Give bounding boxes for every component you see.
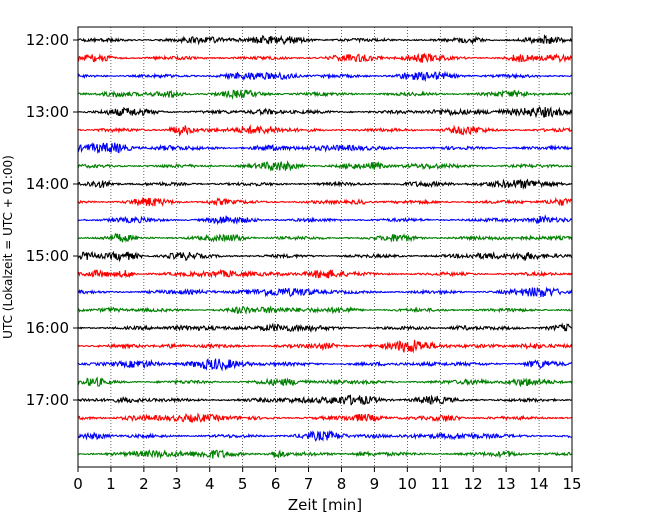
y-tick-label-1: 13:00 xyxy=(26,103,69,121)
x-tick-label-0: 0 xyxy=(73,475,83,493)
x-tick-label-15: 15 xyxy=(562,475,581,493)
x-tick-label-9: 9 xyxy=(370,475,380,493)
trace-12 xyxy=(77,250,573,263)
trace-18 xyxy=(77,357,573,372)
x-tick-label-3: 3 xyxy=(172,475,182,493)
y-tick-label-5: 17:00 xyxy=(26,391,69,409)
x-tick-label-11: 11 xyxy=(431,475,450,493)
y-tick-label-3: 15:00 xyxy=(26,247,69,265)
trace-20 xyxy=(77,394,573,406)
y-tick-label-0: 12:00 xyxy=(26,31,69,49)
x-axis-ticks: 0 1 2 3 4 5 6 7 8 9 10 11 12 13 14 15 xyxy=(73,467,582,493)
trace-group xyxy=(77,33,573,460)
trace-6 xyxy=(77,141,573,155)
trace-22 xyxy=(77,429,573,442)
trace-17 xyxy=(77,339,573,354)
x-tick-label-8: 8 xyxy=(337,475,347,493)
plot-background xyxy=(78,27,572,467)
y-tick-label-4: 16:00 xyxy=(26,319,69,337)
x-tick-label-12: 12 xyxy=(464,475,483,493)
x-gridlines xyxy=(110,27,540,467)
x-tick-label-14: 14 xyxy=(530,475,549,493)
y-axis-label: UTC (Lokalzeit = UTC + 01:00) xyxy=(1,155,15,339)
x-tick-label-6: 6 xyxy=(271,475,281,493)
trace-21 xyxy=(77,412,573,423)
trace-5 xyxy=(77,124,573,137)
trace-1 xyxy=(77,52,573,64)
x-tick-label-7: 7 xyxy=(304,475,314,493)
trace-3 xyxy=(77,89,573,100)
trace-8 xyxy=(77,178,573,190)
x-tick-label-1: 1 xyxy=(106,475,116,493)
y-axis-ticks: 12:00 13:00 14:00 15:00 16:00 17:00 xyxy=(26,31,78,409)
trace-9 xyxy=(77,196,573,207)
x-tick-label-13: 13 xyxy=(497,475,516,493)
x-tick-label-5: 5 xyxy=(238,475,248,493)
x-tick-label-4: 4 xyxy=(205,475,215,493)
trace-0 xyxy=(77,33,573,46)
trace-7 xyxy=(77,160,573,172)
trace-14 xyxy=(77,286,573,298)
trace-2 xyxy=(77,70,573,82)
plot-frame xyxy=(77,26,573,468)
y-tick-label-2: 14:00 xyxy=(26,175,69,193)
trace-4 xyxy=(77,106,573,119)
trace-13 xyxy=(77,268,573,279)
trace-15 xyxy=(77,305,573,315)
x-tick-label-10: 10 xyxy=(398,475,417,493)
trace-11 xyxy=(77,232,573,243)
trace-23 xyxy=(77,449,573,460)
trace-10 xyxy=(77,214,573,226)
trace-19 xyxy=(77,376,573,388)
x-tick-label-2: 2 xyxy=(139,475,149,493)
trace-16 xyxy=(77,322,572,333)
x-axis-label: Zeit [min] xyxy=(288,496,362,514)
